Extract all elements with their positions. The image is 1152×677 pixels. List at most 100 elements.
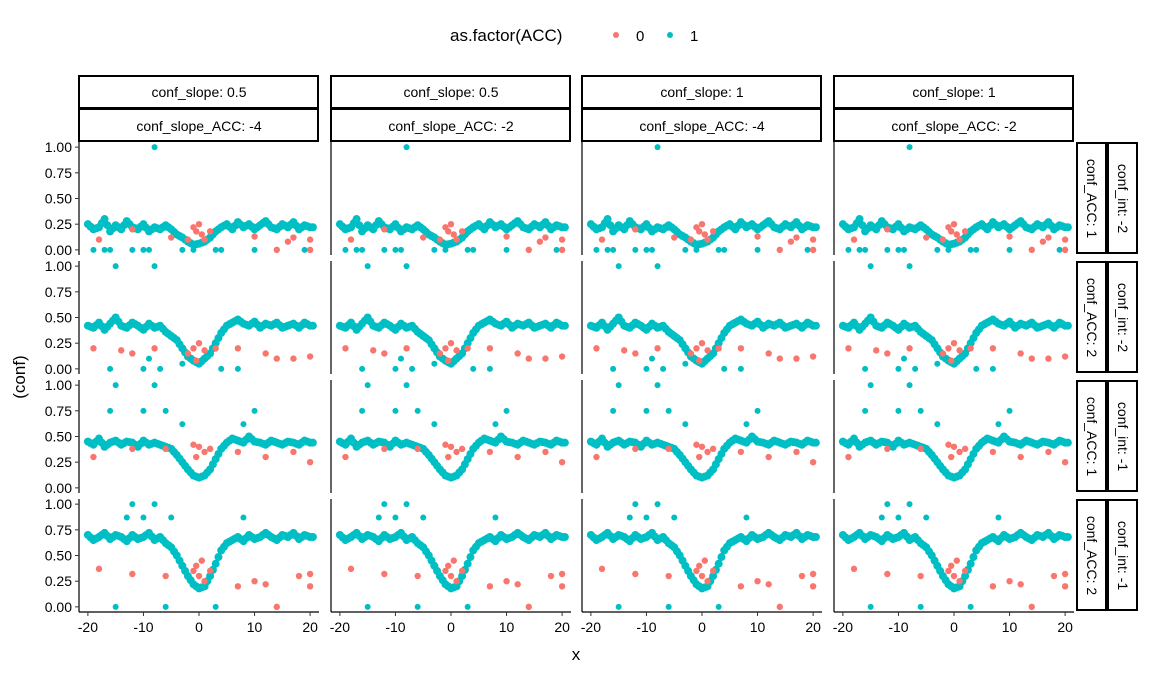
point-acc-0 [206, 567, 214, 575]
point-acc-0 [442, 567, 449, 575]
point-acc-1 [743, 421, 750, 428]
x-tick-label: -20 [78, 619, 98, 635]
point-acc-1 [112, 382, 119, 389]
point-acc-0 [1045, 448, 1052, 456]
point-acc-0 [621, 347, 628, 354]
point-acc-0 [961, 228, 969, 235]
point-acc-0 [184, 350, 192, 357]
point-acc-1 [560, 321, 569, 330]
point-acc-1 [218, 246, 225, 253]
point-acc-1 [100, 215, 109, 224]
point-acc-1 [151, 263, 158, 270]
point-acc-0 [201, 577, 208, 585]
point-acc-1 [671, 514, 678, 521]
y-tick-label: 1.00 [45, 377, 72, 393]
point-acc-0 [442, 345, 449, 352]
point-acc-0 [956, 577, 963, 585]
x-tick-label: -10 [888, 619, 908, 635]
point-acc-0 [1017, 453, 1024, 461]
point-acc-0 [306, 583, 314, 590]
right-strip-label: conf_ACC: 2 [1084, 516, 1100, 596]
point-acc-1 [995, 514, 1002, 521]
point-acc-1 [151, 501, 158, 508]
point-acc-1 [682, 421, 689, 428]
point-acc-1 [665, 407, 672, 414]
x-tick-label: 0 [698, 619, 706, 635]
point-acc-0 [95, 565, 103, 573]
point-acc-1 [359, 246, 366, 253]
facet-panel [833, 380, 1072, 493]
x-tick-label: 0 [950, 619, 958, 635]
point-acc-0 [486, 583, 494, 590]
facet-panel [330, 261, 569, 374]
point-acc-0 [953, 557, 960, 564]
point-acc-0 [206, 445, 214, 453]
point-acc-1 [934, 246, 941, 253]
top-strip-1-label: conf_slope: 1 [912, 84, 995, 100]
point-acc-0 [290, 355, 297, 362]
point-acc-1 [146, 246, 152, 253]
legend-label-1: 1 [690, 28, 698, 45]
point-acc-1 [162, 407, 169, 414]
point-acc-0 [547, 572, 555, 580]
point-acc-1 [967, 603, 974, 610]
right-strip [1076, 261, 1107, 373]
point-acc-1 [715, 603, 722, 610]
top-strip-2-label: conf_slope_ACC: -2 [891, 118, 1017, 134]
right-strip-label: conf_int: -1 [1115, 402, 1131, 471]
point-acc-0 [698, 443, 706, 450]
point-acc-1 [654, 501, 661, 508]
point-acc-1 [721, 246, 728, 253]
point-acc-0 [715, 345, 722, 352]
point-acc-0 [945, 441, 952, 448]
point-acc-0 [945, 567, 952, 575]
top-strip-1-label: conf_slope: 0.5 [152, 84, 247, 100]
legend-key-0 [613, 32, 619, 38]
point-acc-0 [184, 236, 192, 243]
point-acc-1 [212, 246, 219, 253]
point-acc-0 [776, 355, 783, 362]
point-acc-1 [403, 382, 410, 389]
right-strip [1076, 499, 1107, 611]
point-acc-0 [347, 236, 355, 243]
point-acc-0 [251, 233, 258, 240]
point-acc-0 [262, 350, 269, 357]
facet-panel [833, 142, 1072, 255]
point-acc-0 [542, 355, 549, 362]
point-acc-1 [492, 421, 499, 428]
right-strip [1076, 142, 1107, 254]
point-acc-0 [1045, 234, 1052, 241]
point-acc-1 [862, 246, 869, 253]
point-acc-0 [693, 441, 700, 448]
x-tick-label: 20 [554, 619, 570, 635]
point-acc-0 [598, 565, 606, 573]
point-acc-1 [721, 365, 728, 372]
point-acc-1 [308, 533, 317, 542]
top-strip-1 [78, 75, 319, 109]
point-acc-1 [604, 246, 611, 253]
point-acc-0 [95, 236, 103, 243]
top-strip-2 [833, 108, 1074, 142]
point-acc-0 [445, 357, 452, 364]
point-acc-0 [950, 339, 958, 347]
point-acc-0 [948, 357, 955, 364]
y-tick-label: 1.00 [45, 496, 72, 512]
point-acc-1 [251, 407, 258, 414]
point-acc-0 [696, 562, 703, 569]
y-tick-label: 0.75 [45, 165, 72, 181]
point-acc-1 [470, 246, 477, 253]
point-acc-0 [525, 246, 532, 254]
point-acc-1 [917, 407, 924, 414]
point-acc-1 [811, 223, 820, 232]
y-tick-label: 0.75 [45, 403, 72, 419]
point-acc-0 [195, 339, 203, 347]
point-acc-1 [654, 382, 661, 389]
point-acc-0 [447, 443, 455, 450]
point-acc-0 [90, 453, 97, 461]
point-acc-0 [381, 350, 388, 357]
point-acc-0 [525, 355, 532, 362]
point-acc-1 [414, 407, 421, 414]
point-acc-0 [809, 570, 817, 578]
point-acc-0 [1061, 353, 1069, 360]
y-tick-label: 0.00 [45, 242, 72, 258]
